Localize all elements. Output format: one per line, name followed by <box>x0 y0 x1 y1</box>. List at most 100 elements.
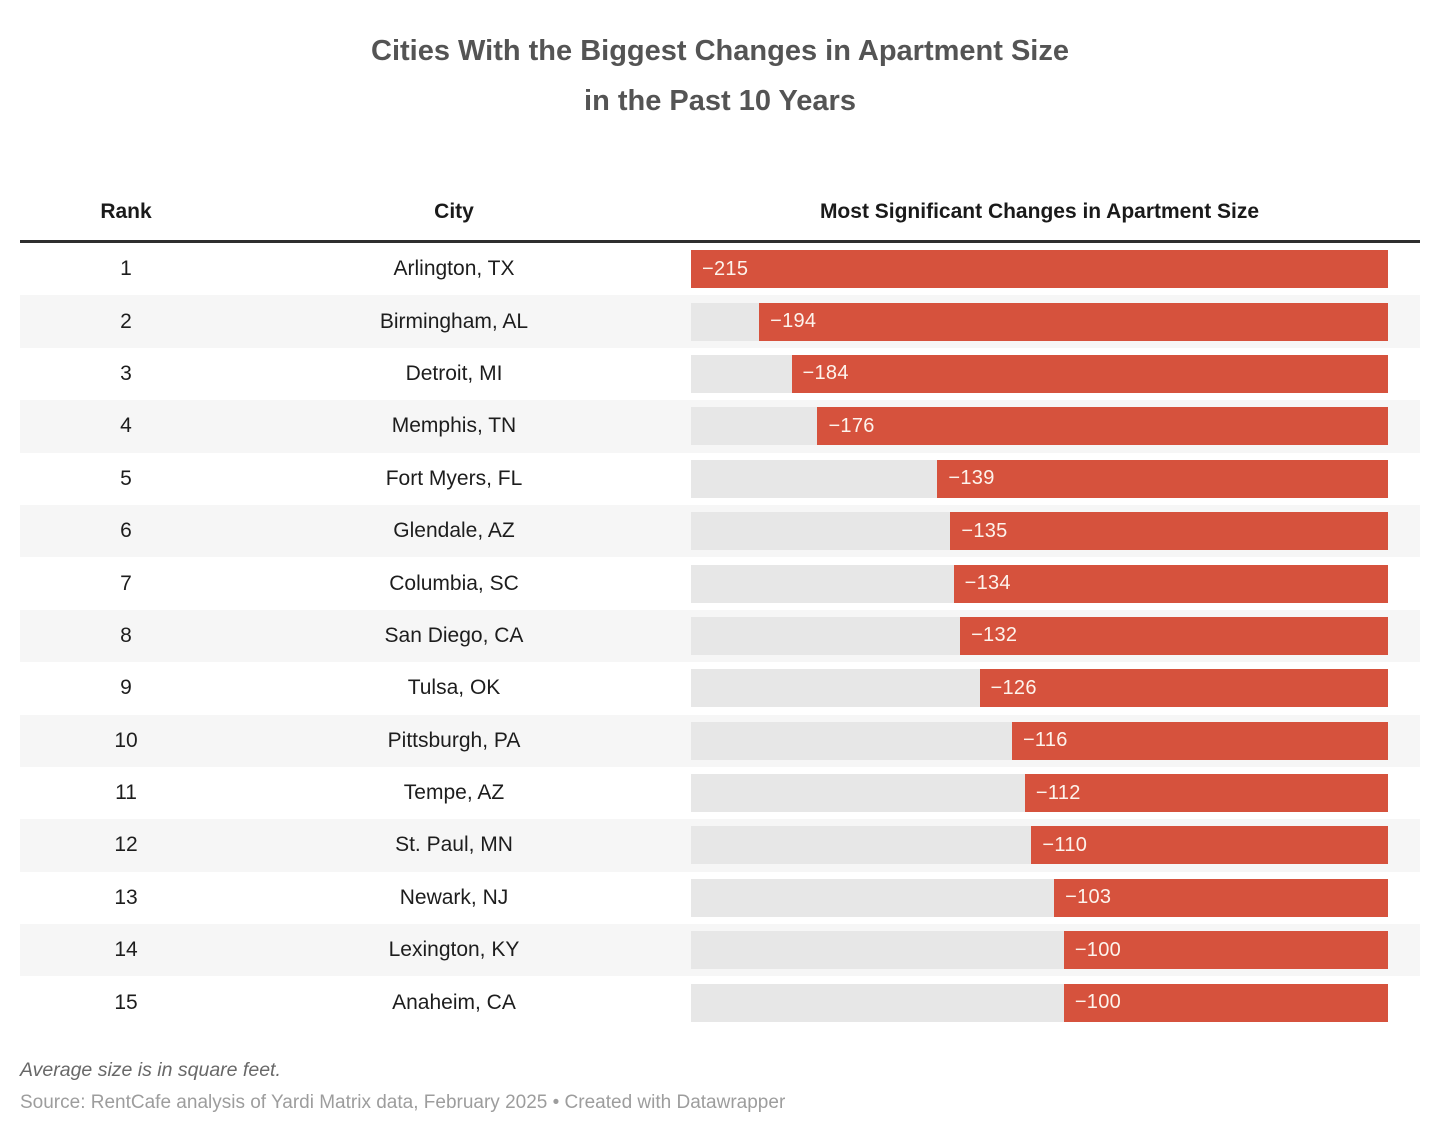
city-cell: St. Paul, MN <box>395 833 513 857</box>
bar-value-label: −184 <box>802 362 849 385</box>
bar-track: −135 <box>691 512 1388 551</box>
footnote: Average size is in square feet. <box>20 1058 281 1081</box>
column-header-rank: Rank <box>100 200 152 223</box>
bar-cell: −194 <box>676 302 1420 341</box>
rank-cell: 13 <box>114 885 138 909</box>
bar-cell: −135 <box>676 512 1420 551</box>
bar-track: −194 <box>691 302 1388 341</box>
rank-cell: 5 <box>120 466 132 490</box>
bar-cell: −126 <box>676 669 1420 708</box>
table-row: 9 Tulsa, OK −126 <box>20 662 1420 714</box>
rank-cell: 4 <box>120 414 132 438</box>
bar-cell: −184 <box>676 354 1420 393</box>
bar-track: −139 <box>691 459 1388 498</box>
bar-cell: −132 <box>676 616 1420 655</box>
city-cell: Columbia, SC <box>389 571 519 595</box>
bar-cell: −103 <box>676 878 1420 917</box>
bar-value-label: −215 <box>702 257 749 280</box>
source-line: Source: RentCafe analysis of Yardi Matri… <box>20 1091 786 1113</box>
bar-track: −184 <box>691 354 1388 393</box>
bar-value-label: −103 <box>1065 886 1112 909</box>
table-row: 8 San Diego, CA −132 <box>20 609 1420 663</box>
table-row: 10 Pittsburgh, PA −116 <box>20 714 1420 767</box>
bar: −134 <box>953 564 1388 603</box>
table-row: 4 Memphis, TN −176 <box>20 400 1420 453</box>
city-cell: Newark, NJ <box>399 885 509 909</box>
rank-cell: 8 <box>120 623 132 647</box>
bar-cell: −176 <box>676 407 1420 446</box>
table-header-row: Rank City Most Significant Changes in Ap… <box>20 184 1420 243</box>
bar: −139 <box>937 459 1388 498</box>
city-cell: Detroit, MI <box>405 361 503 385</box>
bar-track: −100 <box>691 983 1388 1022</box>
bar-value-label: −135 <box>961 519 1008 542</box>
city-cell: Memphis, TN <box>391 414 517 438</box>
column-header-change: Most Significant Changes in Apartment Si… <box>819 200 1260 223</box>
rank-cell: 6 <box>120 519 132 543</box>
table-row: 2 Birmingham, AL −194 <box>20 295 1420 348</box>
city-cell: Glendale, AZ <box>393 519 515 543</box>
table-body: 1 Arlington, TX −215 2 Birmingham, AL −1… <box>20 243 1420 1029</box>
rank-cell: 9 <box>120 676 132 700</box>
bar-cell: −100 <box>676 931 1420 970</box>
rank-cell: 7 <box>120 571 132 595</box>
bar: −126 <box>979 669 1388 708</box>
column-header-city: City <box>434 200 474 223</box>
bar: −135 <box>950 512 1388 551</box>
bar-track: −126 <box>691 669 1388 708</box>
table-row: 11 Tempe, AZ −112 <box>20 767 1420 819</box>
bar-cell: −134 <box>676 564 1420 603</box>
table-row: 7 Columbia, SC −134 <box>20 557 1420 609</box>
rank-cell: 2 <box>120 309 132 333</box>
bar: −116 <box>1011 721 1388 760</box>
table-row: 15 Anaheim, CA −100 <box>20 976 1420 1028</box>
bar-track: −103 <box>691 878 1388 917</box>
bar-track: −134 <box>691 564 1388 603</box>
city-cell: Tulsa, OK <box>407 676 501 700</box>
bar-track: −110 <box>691 826 1388 865</box>
bar: −215 <box>691 250 1388 289</box>
chart-title-line2: in the Past 10 Years <box>584 85 856 117</box>
bar: −110 <box>1031 826 1388 865</box>
table-row: 1 Arlington, TX −215 <box>20 243 1420 295</box>
bar-track: −112 <box>691 774 1388 813</box>
table-row: 12 St. Paul, MN −110 <box>20 819 1420 872</box>
city-cell: Tempe, AZ <box>403 781 505 805</box>
bar: −100 <box>1063 931 1388 970</box>
bar-cell: −215 <box>676 250 1420 289</box>
rank-cell: 12 <box>114 833 138 857</box>
rank-cell: 11 <box>115 781 137 805</box>
table-row: 14 Lexington, KY −100 <box>20 924 1420 977</box>
chart-title: Cities With the Biggest Changes in Apart… <box>0 0 1440 126</box>
bar: −194 <box>759 302 1388 341</box>
bar-value-label: −194 <box>770 310 817 333</box>
bar-value-label: −176 <box>828 414 875 437</box>
bar-track: −132 <box>691 616 1388 655</box>
bar-value-label: −116 <box>1022 729 1068 752</box>
bar-track: −100 <box>691 931 1388 970</box>
rank-cell: 14 <box>114 938 138 962</box>
city-cell: San Diego, CA <box>384 623 524 647</box>
bar: −184 <box>791 354 1388 393</box>
bar-value-label: −132 <box>971 624 1018 647</box>
table-row: 5 Fort Myers, FL −139 <box>20 453 1420 505</box>
bar-value-label: −126 <box>990 676 1037 699</box>
city-cell: Anaheim, CA <box>392 990 516 1014</box>
bar-value-label: −110 <box>1042 833 1088 856</box>
rank-cell: 10 <box>114 728 138 752</box>
bar-track: −116 <box>691 721 1388 760</box>
bar: −100 <box>1063 983 1388 1022</box>
bar-cell: −112 <box>676 774 1420 813</box>
rank-cell: 15 <box>114 990 138 1014</box>
city-cell: Arlington, TX <box>393 257 515 281</box>
bar-cell: −100 <box>676 983 1420 1022</box>
city-cell: Pittsburgh, PA <box>387 728 521 752</box>
bar-track: −215 <box>691 250 1388 289</box>
bar-cell: −116 <box>676 721 1420 760</box>
table-row: 13 Newark, NJ −103 <box>20 872 1420 924</box>
bar-value-label: −139 <box>948 467 995 490</box>
city-cell: Birmingham, AL <box>379 309 529 333</box>
city-cell: Lexington, KY <box>388 938 520 962</box>
bar-value-label: −100 <box>1074 991 1122 1014</box>
